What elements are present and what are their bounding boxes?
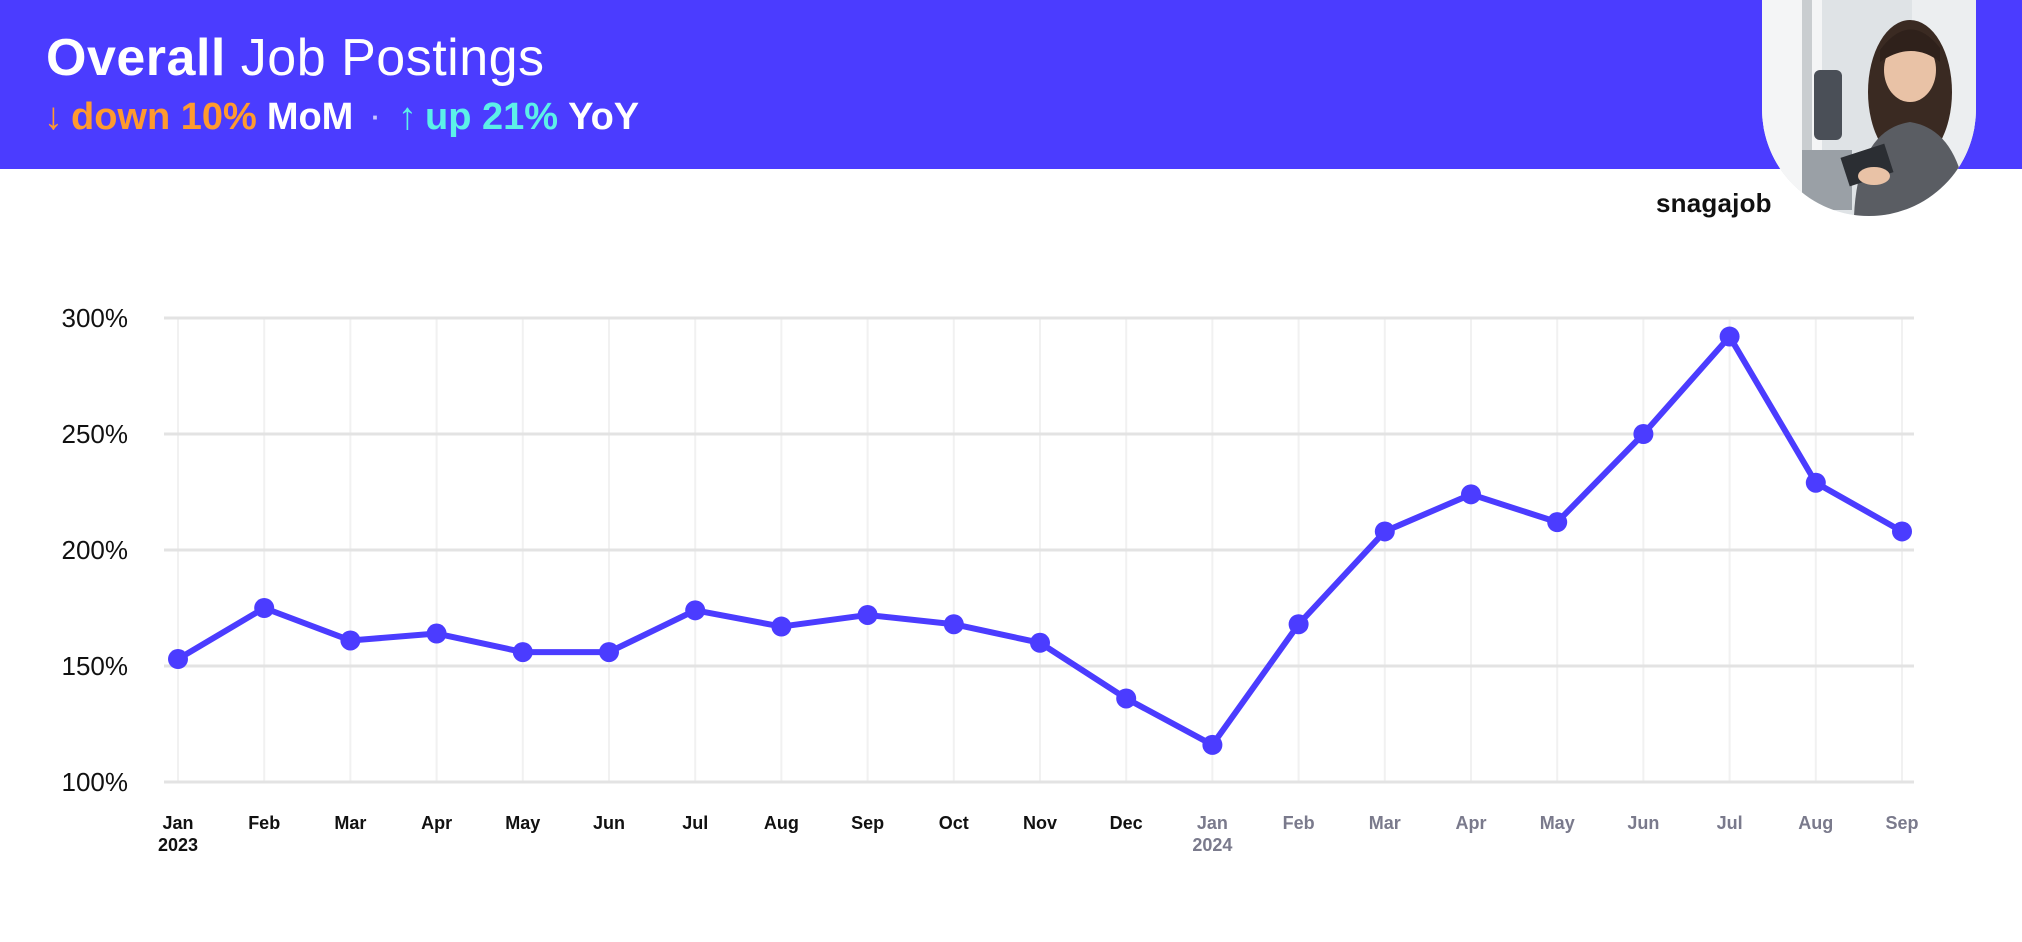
x-tick-label: Sep — [1885, 813, 1918, 833]
data-point — [340, 630, 361, 651]
x-tick-label: Apr — [421, 813, 452, 833]
data-point — [685, 600, 706, 621]
y-tick-label: 100% — [62, 767, 129, 797]
title-light: Job Postings — [240, 29, 545, 87]
data-point — [857, 604, 878, 625]
x-tick-label: Aug — [764, 813, 799, 833]
page-title: Overall Job Postings — [46, 28, 545, 88]
x-tick-label: Jul — [682, 813, 708, 833]
x-tick-label: Jun — [1627, 813, 1659, 833]
x-tick-label: Mar — [334, 813, 366, 833]
x-year-label: 2023 — [158, 835, 198, 855]
x-tick-label: Apr — [1456, 813, 1487, 833]
person-photo-illustration — [1762, 0, 1976, 216]
data-point — [1288, 614, 1309, 635]
x-tick-label: Jun — [593, 813, 625, 833]
data-point — [254, 598, 275, 618]
x-tick-label: Jan — [162, 813, 193, 833]
down-arrow-icon: ↓ — [44, 96, 63, 138]
title-bold: Overall — [46, 29, 226, 87]
chart-gridlines — [164, 316, 1914, 784]
data-point — [1116, 688, 1137, 709]
data-point — [1805, 472, 1826, 493]
x-tick-label: Mar — [1369, 813, 1401, 833]
data-point — [1719, 326, 1740, 347]
x-year-label: 2024 — [1192, 835, 1232, 855]
up-arrow-icon: ↑ — [398, 96, 418, 138]
data-point — [168, 649, 188, 670]
separator-dot: · — [371, 102, 381, 132]
change-summary: ↓ down 10% MoM · ↑ up 21% YoY — [44, 96, 639, 139]
x-tick-label: Aug — [1798, 813, 1833, 833]
mom-change: down 10% — [71, 96, 257, 138]
y-tick-label: 200% — [62, 535, 129, 565]
person-photo — [1762, 0, 1976, 216]
x-tick-label: Feb — [1283, 813, 1315, 833]
data-point — [426, 623, 447, 644]
data-point — [599, 642, 619, 663]
x-tick-label: Nov — [1023, 813, 1057, 833]
x-tick-label: May — [505, 813, 540, 833]
x-tick-label: Jul — [1717, 813, 1743, 833]
data-point — [771, 616, 792, 637]
x-axis-ticks: Jan Feb Mar Apr May Jun Jul Aug Sep Oct Nov Dec Jan F… — [158, 813, 1919, 855]
data-point — [1633, 424, 1654, 444]
header-banner: Overall Job Postings ↓ down 10% MoM · ↑ … — [0, 0, 2022, 169]
data-point — [943, 614, 964, 635]
data-point — [1202, 734, 1223, 755]
data-point — [1892, 521, 1912, 542]
y-tick-label: 250% — [62, 419, 129, 449]
x-tick-label: Sep — [851, 813, 884, 833]
x-tick-label: Oct — [939, 813, 969, 833]
snagajob-logo: snagajob — [1656, 188, 1772, 218]
mom-label: MoM — [266, 96, 354, 138]
data-point — [1374, 521, 1395, 542]
x-tick-label: Feb — [248, 813, 280, 833]
yoy-change: up 21% — [425, 96, 559, 138]
data-point — [1547, 512, 1568, 533]
series-points — [168, 326, 1912, 755]
y-axis-ticks: 100% 150% 200% 250% 300% — [62, 303, 129, 797]
data-point — [1030, 632, 1050, 653]
x-tick-label: Dec — [1110, 813, 1143, 833]
data-point — [1461, 484, 1481, 505]
y-tick-label: 150% — [62, 651, 129, 681]
data-point — [512, 642, 533, 663]
x-tick-label: May — [1540, 813, 1575, 833]
x-tick-label: Jan — [1197, 813, 1228, 833]
yoy-label: YoY — [568, 96, 640, 138]
y-tick-label: 300% — [62, 303, 129, 333]
